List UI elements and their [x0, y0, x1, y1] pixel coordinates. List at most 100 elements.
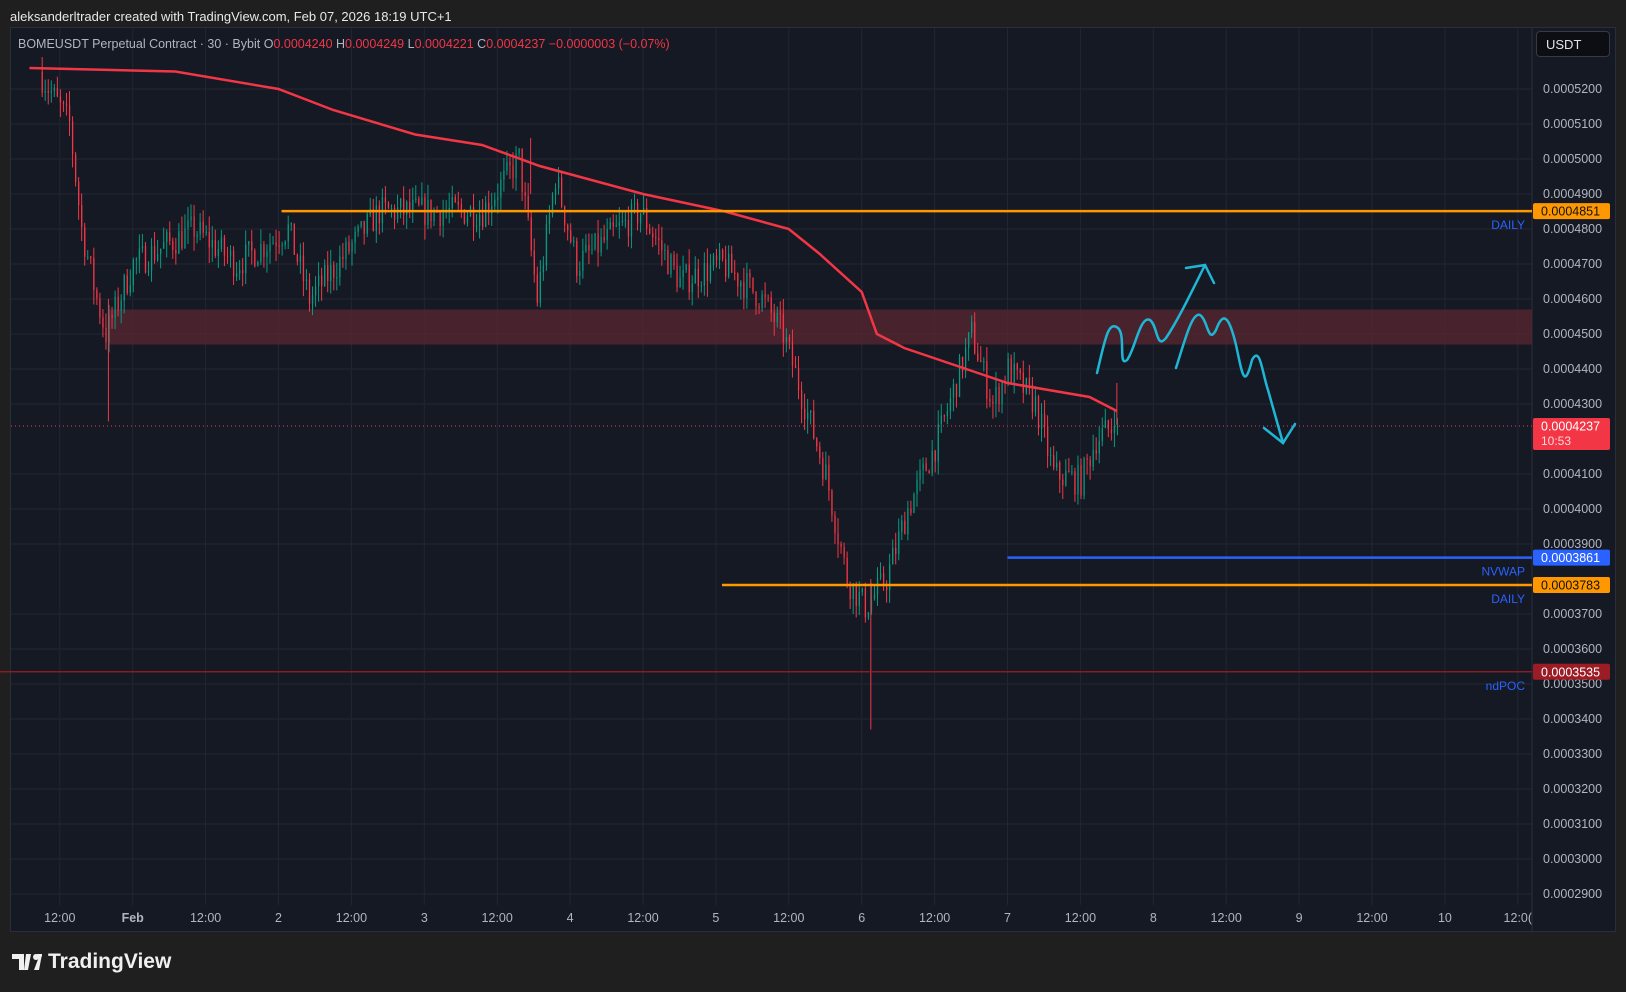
- candle-body: [1040, 413, 1043, 429]
- time-tick: 12:0(: [1504, 911, 1533, 925]
- candle-body: [709, 265, 712, 282]
- time-tick: Feb: [122, 911, 145, 925]
- candle-body: [412, 199, 414, 212]
- high-value: 0.0004249: [345, 37, 405, 51]
- candle-body: [59, 96, 62, 103]
- vwap-line: [29, 66, 1118, 413]
- candle-body: [84, 227, 86, 257]
- price-tick: 0.0004300: [1543, 397, 1602, 411]
- candle-body: [68, 105, 71, 122]
- candle-body: [226, 255, 229, 257]
- candle-body: [302, 255, 305, 281]
- candle-body: [919, 469, 921, 480]
- candle-body: [1031, 384, 1034, 413]
- candle-body: [269, 243, 271, 252]
- candle-body: [421, 197, 423, 205]
- candle-body: [157, 253, 159, 261]
- candle-body: [96, 289, 98, 299]
- candle-body: [390, 207, 393, 209]
- candle-body: [649, 228, 651, 234]
- candle-body: [123, 275, 125, 301]
- candle-body: [773, 312, 775, 322]
- time-tick: 12:00: [1211, 911, 1242, 925]
- chart-caption: aleksanderltrader created with TradingVi…: [10, 9, 452, 24]
- tradingview-logo[interactable]: TradingView: [12, 950, 171, 974]
- candle-body: [360, 221, 362, 227]
- candle-body: [1001, 381, 1003, 405]
- price-tick: 0.0005200: [1543, 82, 1602, 96]
- candle-body: [992, 401, 994, 404]
- candle-body: [1050, 455, 1052, 457]
- candle-body: [810, 410, 812, 413]
- candle-body: [478, 214, 481, 226]
- candle-body: [475, 225, 478, 228]
- candle-body: [740, 282, 742, 287]
- candle-body: [797, 367, 800, 391]
- time-tick: 3: [421, 911, 428, 925]
- candle-body: [576, 240, 578, 276]
- chart-pane[interactable]: [10, 27, 1616, 932]
- candle-body: [366, 214, 368, 234]
- candle-body: [907, 508, 909, 535]
- candle-body: [703, 262, 706, 286]
- candle-body: [1019, 370, 1021, 373]
- symbol-name[interactable]: BOMEUSDT Perpetual Contract · 30 · Bybit: [18, 37, 261, 51]
- candle-body: [239, 270, 241, 274]
- candle-body: [138, 248, 141, 260]
- currency-button[interactable]: USDT: [1536, 31, 1610, 57]
- candle-body: [570, 230, 572, 243]
- candle-body: [882, 573, 885, 587]
- candle-body: [995, 386, 997, 404]
- candle-body: [41, 71, 43, 93]
- candle-body: [172, 240, 174, 250]
- candle-body: [454, 196, 456, 202]
- candle-body: [217, 249, 220, 256]
- candle-body: [606, 229, 608, 241]
- candle-body: [901, 520, 903, 532]
- candle-body: [114, 296, 116, 318]
- close-value: 0.0004237: [486, 37, 546, 51]
- level-tag: NVWAP: [1481, 565, 1525, 579]
- candle-body: [1037, 396, 1040, 429]
- level-price-label: [1533, 203, 1610, 220]
- candle-body: [439, 212, 441, 226]
- candle-body: [166, 232, 168, 243]
- candle-body: [494, 199, 496, 207]
- candle-body: [451, 196, 453, 208]
- price-tick: 0.0004800: [1543, 222, 1602, 236]
- level-price-text: 0.0003861: [1541, 551, 1600, 565]
- candle-body: [767, 297, 769, 299]
- candle-body: [500, 179, 502, 198]
- candle-body: [697, 268, 699, 287]
- candle-body: [597, 233, 599, 253]
- candle-body: [846, 557, 848, 586]
- candle-body: [415, 198, 417, 200]
- candle-body: [336, 277, 338, 279]
- candle-body: [618, 222, 620, 226]
- candle-body: [135, 259, 138, 261]
- candle-body: [667, 249, 669, 275]
- level-price-label: [1533, 576, 1610, 593]
- candle-body: [324, 265, 326, 286]
- candle-body: [314, 286, 317, 296]
- drawn-path-down: [1174, 313, 1285, 445]
- candle-body: [357, 226, 359, 232]
- time-tick: 12:00: [336, 911, 367, 925]
- candle-body: [852, 583, 854, 600]
- candle-body: [776, 312, 778, 322]
- low-value: 0.0004221: [414, 37, 474, 51]
- candle-body: [62, 102, 65, 104]
- candle-body: [715, 255, 718, 261]
- candle-body: [725, 258, 727, 277]
- candle-body: [658, 238, 660, 240]
- candle-body: [509, 161, 511, 166]
- candle-body: [87, 256, 89, 258]
- candle-body: [348, 241, 350, 252]
- arrow-down-icon: [1262, 422, 1297, 445]
- candle-body: [163, 242, 165, 249]
- candle-body: [1074, 471, 1076, 495]
- candle-body: [299, 255, 302, 262]
- candle-body: [646, 208, 648, 229]
- candle-body: [588, 244, 590, 251]
